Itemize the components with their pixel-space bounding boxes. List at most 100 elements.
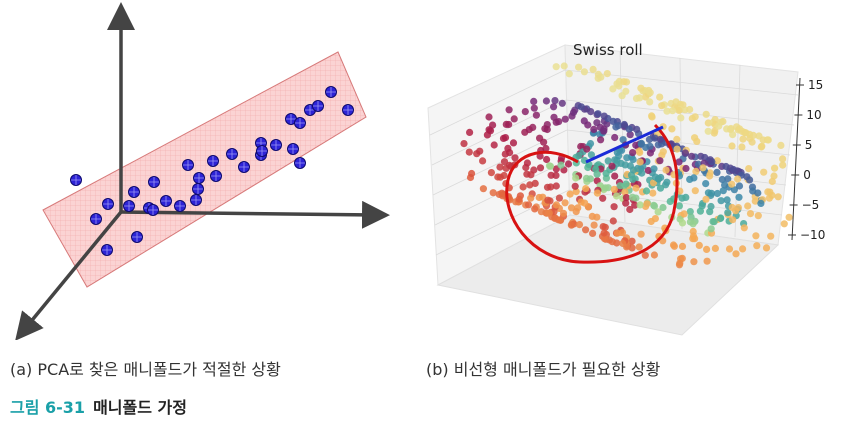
swiss-roll-point	[572, 174, 580, 182]
swiss-roll-point	[589, 229, 597, 237]
swiss-roll-point	[575, 221, 584, 229]
pca-point	[90, 213, 102, 225]
swiss-roll-point	[500, 171, 508, 180]
swiss-roll-point	[722, 162, 730, 171]
pca-point	[101, 244, 113, 256]
swiss-roll-point	[729, 131, 737, 139]
swiss-roll-point	[692, 167, 700, 175]
swiss-roll-point	[725, 245, 734, 253]
z-tick-label: −10	[800, 228, 825, 242]
swiss-roll-point	[629, 149, 637, 157]
swiss-roll-point	[729, 216, 737, 224]
swiss-roll-point	[642, 187, 651, 195]
swiss-roll-point	[619, 239, 627, 248]
swiss-roll-point	[602, 169, 610, 177]
pca-point	[123, 200, 135, 212]
swiss-roll-point	[620, 120, 628, 129]
swiss-roll-point	[550, 103, 558, 111]
swiss-roll-point	[656, 157, 664, 165]
swiss-roll-point	[680, 210, 688, 218]
swiss-roll-point	[704, 127, 712, 135]
swiss-roll-point	[779, 161, 787, 169]
pca-point	[312, 100, 324, 112]
swiss-roll-point	[552, 182, 560, 190]
pca-point	[238, 161, 250, 173]
swiss-roll-point	[650, 251, 658, 259]
swiss-roll-point	[735, 182, 744, 190]
swiss-roll-point	[678, 194, 686, 202]
pca-point	[256, 145, 268, 157]
swiss-roll-point	[487, 169, 495, 177]
swiss-roll-point	[597, 73, 605, 81]
swiss-roll-point	[721, 181, 729, 189]
swiss-roll-point	[650, 165, 658, 173]
swiss-roll-point	[629, 166, 637, 174]
z-axis-line	[791, 77, 801, 241]
swiss-roll-point	[604, 157, 612, 165]
pca-point	[287, 143, 299, 155]
swiss-roll-point	[703, 257, 711, 265]
swiss-roll-point	[738, 143, 746, 151]
swiss-roll-point	[785, 213, 793, 221]
swiss-roll-point	[638, 169, 646, 177]
swiss-roll-point	[610, 185, 618, 193]
swiss-roll-point	[635, 243, 643, 251]
swiss-roll-point	[466, 128, 474, 136]
swiss-roll-point	[713, 157, 721, 165]
swiss-roll-point	[628, 237, 636, 245]
z-tick-label: 5	[805, 138, 813, 152]
swiss-roll-point	[557, 161, 565, 169]
swiss-roll-point	[587, 151, 595, 159]
swiss-roll-point	[668, 107, 677, 115]
swiss-roll-point	[610, 203, 618, 211]
swiss-roll-point	[757, 143, 765, 151]
swiss-roll-point	[724, 175, 732, 183]
swiss-roll-point	[565, 70, 573, 78]
swiss-roll-point	[673, 135, 681, 143]
swiss-roll-point	[609, 85, 617, 93]
swiss-roll-point	[558, 99, 566, 107]
swiss-roll-point	[675, 158, 683, 166]
swiss-roll-point	[774, 193, 782, 201]
swiss-roll-point	[728, 180, 736, 188]
swiss-roll-point	[767, 232, 775, 240]
pca-point	[131, 231, 143, 243]
swiss-roll-point	[691, 187, 699, 195]
swiss-roll-point	[523, 170, 531, 178]
swiss-roll-point	[711, 116, 719, 124]
swiss-roll-point	[555, 194, 563, 202]
swiss-roll-point	[587, 108, 595, 116]
swiss-roll-point	[505, 161, 514, 169]
swiss-roll-point	[780, 220, 788, 228]
swiss-roll-point	[719, 187, 727, 195]
swiss-roll-point	[621, 188, 629, 196]
swiss-roll-point	[632, 94, 641, 102]
swiss-roll-point	[686, 105, 694, 114]
swiss-roll-point	[752, 232, 760, 240]
swiss-roll-point	[757, 199, 765, 207]
swiss-roll-point	[566, 190, 574, 198]
swiss-roll-point	[523, 159, 531, 167]
swiss-roll-point	[608, 162, 616, 170]
swiss-roll-point	[559, 209, 568, 217]
swiss-roll-point	[649, 179, 658, 187]
caption-panel-a: (a) PCA로 찾은 매니폴드가 적절한 상황	[10, 360, 281, 379]
swiss-roll-point	[524, 201, 533, 209]
pca-point	[147, 204, 159, 216]
swiss-roll-point	[609, 217, 617, 225]
swiss-roll-point	[571, 182, 579, 190]
swiss-roll-point	[678, 242, 687, 250]
swiss-roll-point	[575, 152, 583, 160]
pca-point	[102, 198, 114, 210]
swiss-roll-point	[593, 213, 601, 221]
swiss-roll-point	[543, 155, 551, 164]
figure-title: 매니폴드 가정	[93, 398, 187, 417]
pca-diagram	[15, 2, 390, 341]
swiss-roll-point	[668, 125, 676, 133]
pca-point	[70, 174, 82, 186]
pca-point	[210, 170, 222, 182]
swiss-roll-point	[468, 169, 476, 178]
swiss-roll-point	[746, 176, 754, 184]
swiss-roll-point	[713, 168, 721, 176]
swiss-roll-point	[764, 188, 772, 196]
